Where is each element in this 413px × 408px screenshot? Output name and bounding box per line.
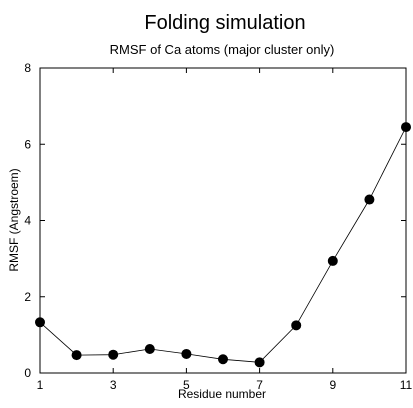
- y-tick-label: 8: [24, 61, 31, 75]
- data-point: [401, 122, 411, 133]
- data-point: [254, 357, 265, 368]
- x-tick-label: 1: [37, 378, 44, 392]
- y-tick-label: 0: [24, 366, 31, 380]
- y-tick-label: 4: [24, 214, 31, 228]
- x-tick-label: 3: [110, 378, 117, 392]
- data-point: [218, 354, 228, 365]
- chart-subtitle: RMSF of Ca atoms (major cluster only): [110, 42, 335, 57]
- x-axis-label: Residue number: [178, 387, 266, 401]
- x-tick-label: 5: [183, 378, 190, 392]
- x-tick-label: 9: [329, 378, 336, 392]
- y-tick-label: 6: [24, 137, 31, 151]
- rmsf-series: [35, 122, 411, 368]
- data-point: [291, 320, 302, 331]
- data-point: [144, 343, 155, 354]
- chart-title: Folding simulation: [144, 12, 305, 34]
- data-point: [35, 317, 45, 328]
- y-tick-label: 2: [24, 290, 31, 304]
- series-line: [39, 126, 407, 363]
- data-point: [327, 255, 338, 266]
- x-tick-label: 7: [256, 378, 263, 392]
- data-point: [71, 350, 82, 361]
- x-tick-label: 11: [400, 378, 413, 392]
- y-axis-ticks: 0 2 4 6 8: [24, 61, 406, 380]
- data-point: [181, 348, 192, 359]
- data-point: [108, 349, 119, 360]
- y-axis-label: RMSF (Angstroem): [7, 168, 21, 271]
- data-point: [364, 194, 375, 205]
- plot-area-frame: [39, 67, 407, 374]
- x-axis-ticks: 1 3 5 7 9 11: [37, 68, 413, 392]
